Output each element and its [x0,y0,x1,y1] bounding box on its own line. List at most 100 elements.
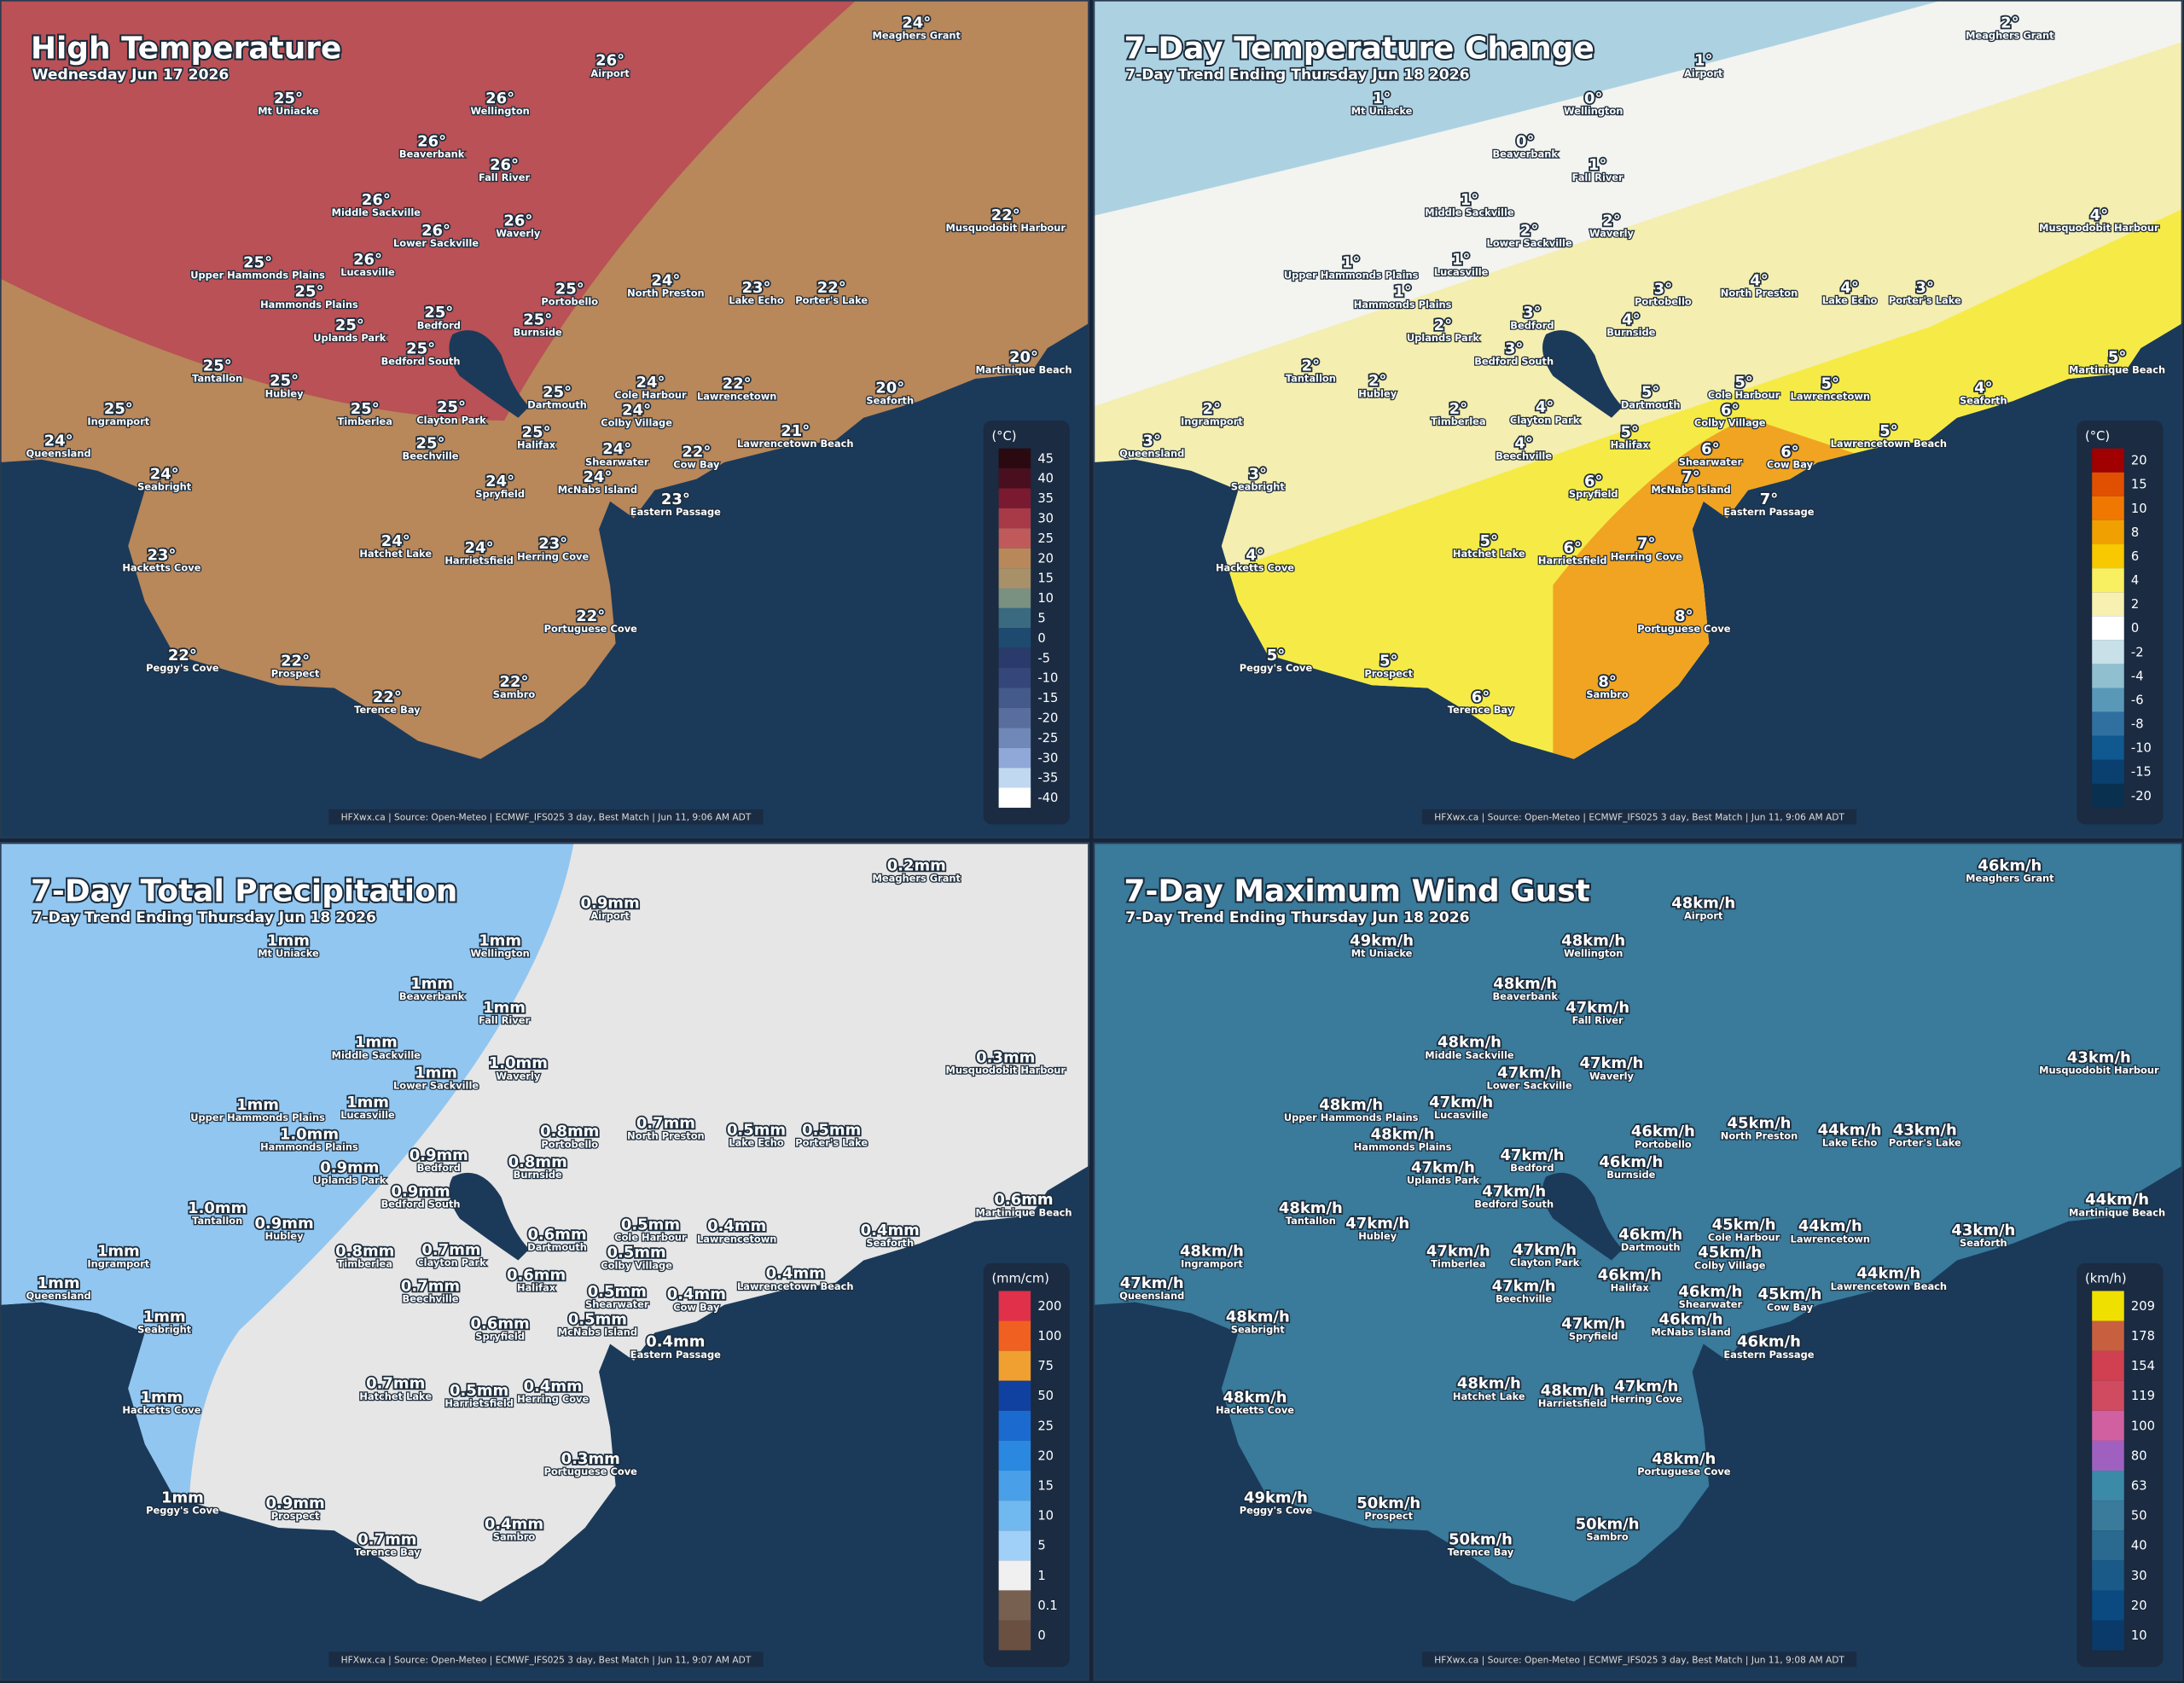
place-value: 46km/h [1659,1311,1723,1329]
legend-swatch [998,508,1031,529]
legend-label: 0 [1037,631,1045,646]
land [1093,842,2183,1602]
place-name: Lawrencetown [1791,391,1870,403]
place-value: 22° [500,673,529,691]
place-value: 0.7mm [357,1531,416,1549]
place-value: 24° [651,272,680,290]
legend-swatch [998,707,1031,728]
harbour [1542,1172,1623,1261]
legend-label: -6 [2131,693,2144,707]
legend-swatch [998,488,1031,508]
place-value: 0.8mm [508,1153,567,1171]
place-name: Hatchet Lake [359,548,432,560]
place-name: McNabs Island [1651,1326,1730,1338]
legend-label: -4 [2131,669,2144,683]
legend-swatch [2092,1560,2124,1591]
place-name: Wellington [470,948,529,960]
place-value: 25° [243,253,272,271]
place-name: Burnside [514,1169,562,1181]
legend-label: 40 [1037,472,1054,486]
place-name: Hacketts Cove [122,1404,200,1416]
place-name: Tantallon [1286,372,1336,384]
legend-swatch [998,1471,1031,1501]
place-name: Halifax [1611,439,1650,451]
legend-swatch [2092,735,2124,760]
footer: HFXwx.ca | Source: Open-Meteo | ECMWF_IF… [341,1654,752,1665]
place-value: 4° [2090,206,2108,224]
footer-bg [328,1651,764,1668]
place-value: 6° [1701,440,1719,458]
place-name: Beechville [1496,450,1552,462]
place-name: Airport [590,910,630,922]
place-name: Airport [1684,910,1723,922]
place-name: Hatchet Lake [1453,1390,1525,1402]
place-name: Shearwater [1679,456,1743,467]
place-name: Fall River [1572,171,1623,183]
legend-swatch [998,688,1031,708]
place-name: Herring Cove [1611,550,1682,562]
place-name: Sambro [1586,1531,1629,1543]
place-name: Lucasville [1434,266,1489,278]
legend-label: 80 [2131,1448,2147,1463]
legend-label: 119 [2131,1389,2155,1403]
place-name: Waverly [1589,228,1635,240]
legend-label: 100 [2131,1419,2155,1433]
legend-label: 20 [1037,1448,1054,1463]
legend-swatch [998,568,1031,589]
place-name: Dartmouth [1621,1241,1681,1253]
place-value: 25° [543,383,572,401]
legend-swatch [998,1380,1031,1411]
place-name: Lake Echo [1822,1137,1878,1149]
place-value: 47km/h [1345,1215,1409,1233]
place-value: 2° [1449,400,1467,418]
place-value: 0.9mm [410,1146,468,1164]
legend-label: 25 [1037,531,1054,546]
place-value: 22° [682,443,711,461]
place-name: Uplands Park [1407,1175,1479,1187]
legend-label: 4 [2131,573,2139,588]
place-value: 48km/h [1438,1034,1502,1052]
shaded-region [0,0,857,421]
place-name: Prospect [271,667,320,679]
place-name: Mt Uniacke [1351,105,1413,117]
place-name: Peggy's Cove [146,662,219,674]
legend-swatch [2092,496,2124,520]
place-name: Wellington [470,105,529,117]
place-name: Lawrencetown Beach [737,438,853,450]
place-name: Peggy's Cove [146,1505,219,1517]
legend-swatch [2092,472,2124,496]
place-name: Harrietsfield [444,554,514,566]
place-name: Clayton Park [416,414,486,426]
place-name: Queensland [1119,1290,1184,1302]
legend-label: 6 [2131,549,2139,564]
place-name: Seaforth [1960,1237,2007,1249]
place-value: 46km/h [1618,1226,1682,1244]
place-name: Uplands Park [1407,332,1479,344]
place-name: Wellington [1564,948,1623,960]
place-name: Cow Bay [673,459,720,471]
place-value: 25° [274,90,303,107]
legend-swatch [2092,1530,2124,1561]
place-value: 25° [104,400,133,418]
place-value: 25° [555,280,584,298]
legend-label: 0 [2131,621,2139,635]
place-value: 50km/h [1356,1494,1420,1512]
place-name: Uplands Park [313,332,386,344]
place-value: 0.5mm [450,1382,508,1400]
place-value: 44km/h [1798,1217,1862,1235]
place-value: 26° [595,52,624,70]
place-name: Mt Uniacke [1351,948,1413,960]
place-value: 23° [147,546,176,564]
place-name: Prospect [1364,1510,1413,1522]
place-value: 0.5mm [621,1216,680,1234]
legend-swatch [2092,1440,2124,1471]
place-name: Lawrencetown [1791,1233,1870,1245]
legend-label: 0 [1037,1628,1045,1643]
place-value: 1mm [97,1243,140,1261]
place-value: 3° [1654,280,1672,298]
place-value: 47km/h [1492,1277,1556,1295]
place-name: Cole Harbour [614,389,687,401]
legend-swatch [998,768,1031,788]
